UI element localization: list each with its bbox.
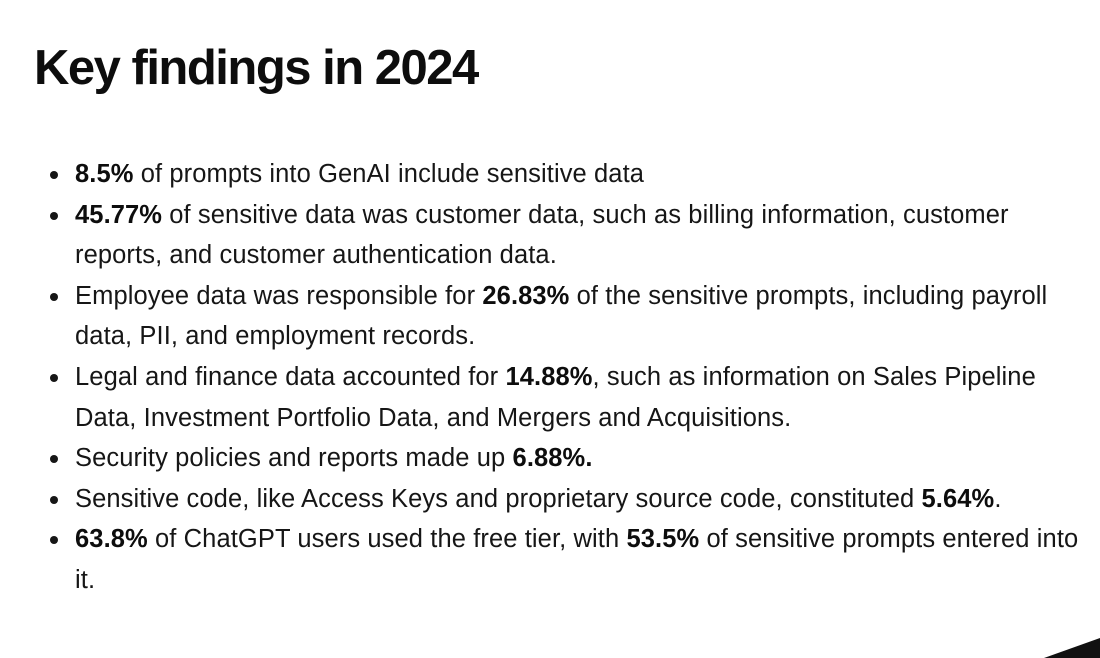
finding-item: Security policies and reports made up 6.… (45, 438, 1090, 479)
finding-stat: 5.64% (921, 484, 995, 513)
finding-text: 8.5% of prompts into GenAI include sensi… (75, 160, 644, 188)
finding-item: Legal and finance data accounted for 14.… (45, 357, 1090, 438)
corner-wedge (1044, 638, 1100, 658)
finding-item: 45.77% of sensitive data was customer da… (45, 195, 1090, 276)
finding-segment: Security policies and reports made up (75, 444, 513, 473)
finding-segment: . (994, 484, 1002, 513)
finding-item: Sensitive code, like Access Keys and pro… (45, 479, 1090, 520)
bullet-icon (50, 455, 58, 464)
finding-segment: Legal and finance data accounted for (75, 362, 506, 391)
finding-item: Employee data was responsible for 26.83%… (45, 276, 1090, 357)
finding-text: Employee data was responsible for 26.83%… (75, 282, 1047, 351)
finding-segment: Employee data was responsible for (75, 281, 483, 310)
finding-text: 45.77% of sensitive data was customer da… (75, 201, 1009, 270)
bullet-icon (50, 495, 58, 504)
finding-segment: of ChatGPT users used the free tier, wit… (147, 525, 627, 554)
page-title: Key findings in 2024 (34, 41, 479, 95)
finding-text: Sensitive code, like Access Keys and pro… (75, 485, 1002, 513)
finding-stat: 26.83% (482, 281, 570, 310)
finding-stat: 45.77% (75, 200, 163, 229)
finding-stat: 53.5% (626, 525, 700, 554)
finding-text: 63.8% of ChatGPT users used the free tie… (75, 525, 1078, 594)
finding-segment: of the sensitive prompts, including payr… (75, 281, 1048, 351)
finding-stat: 8.5% (75, 160, 134, 188)
finding-item: 63.8% of ChatGPT users used the free tie… (45, 519, 1090, 600)
bullet-icon (50, 211, 58, 220)
bullet-icon (50, 292, 58, 301)
finding-stat: 14.88% (505, 362, 593, 391)
finding-segment: of prompts into GenAI include sensitive … (133, 160, 645, 188)
finding-text: Security policies and reports made up 6.… (75, 444, 593, 472)
finding-text: Legal and finance data accounted for 14.… (75, 363, 1036, 432)
bullet-icon (50, 536, 58, 545)
corner-decoration (1044, 638, 1100, 658)
bullet-icon (50, 171, 58, 179)
finding-segment: Sensitive code, like Access Keys and pro… (75, 484, 922, 513)
finding-segment: , such as information on Sales Pipeline … (75, 362, 1036, 432)
finding-stat: 63.8% (75, 525, 148, 554)
finding-item: 8.5% of prompts into GenAI include sensi… (45, 154, 1090, 195)
findings-list: 8.5% of prompts into GenAI include sensi… (45, 154, 1090, 601)
finding-stat: 6.88%. (512, 444, 593, 473)
bullet-icon (50, 373, 58, 382)
finding-segment: of sensitive prompts entered into it. (75, 525, 1079, 594)
finding-segment: of sensitive data was customer data, suc… (75, 200, 1009, 270)
